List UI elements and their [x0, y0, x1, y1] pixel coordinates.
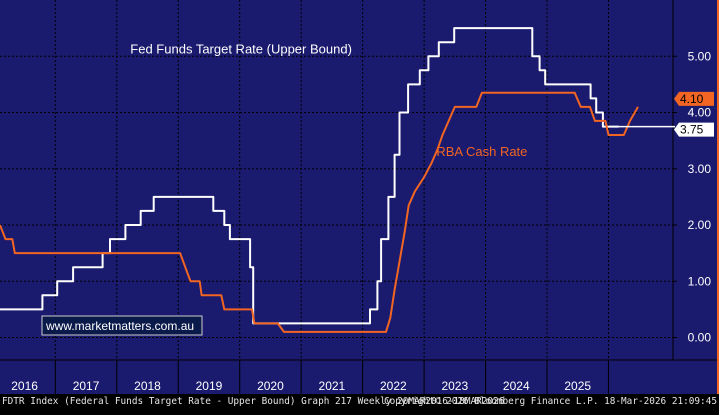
x-tick-label: 2023 — [441, 379, 468, 393]
x-tick-label: 2020 — [257, 379, 284, 393]
watermark-text: www.marketmatters.com.au — [45, 319, 194, 333]
x-tick-label: 2021 — [319, 379, 346, 393]
rba-last-value-tag: 4.10 — [674, 91, 714, 106]
right-edge-accent — [717, 0, 719, 394]
footer-left-text: FDTR Index (Federal Funds Target Rate - … — [2, 396, 505, 407]
value-tag-label: 3.75 — [680, 123, 704, 137]
y-tick-label: 1.00 — [688, 274, 712, 288]
x-tick-label: 2017 — [73, 379, 100, 393]
y-tick-label: 5.00 — [688, 49, 712, 63]
y-tick-label: 2.00 — [688, 218, 712, 232]
plot-background — [0, 0, 673, 360]
y-tick-label: 0.00 — [688, 331, 712, 345]
x-tick-label: 2025 — [564, 379, 591, 393]
y-axis-background — [673, 0, 719, 360]
y-tick-label: 3.00 — [688, 162, 712, 176]
value-tag-shape — [674, 91, 714, 106]
x-tick-label: 2019 — [196, 379, 223, 393]
rba-cash-rate-line — [0, 91, 639, 333]
x-tick-label: 2022 — [380, 379, 407, 393]
footer-bar: FDTR Index (Federal Funds Target Rate - … — [0, 394, 719, 410]
x-tick-label: 2024 — [503, 379, 530, 393]
y-tick-label: 4.00 — [688, 106, 712, 120]
rba-annotation: RBA Cash Rate — [436, 144, 527, 159]
x-axis-background — [0, 360, 719, 394]
fed-funds-annotation: Fed Funds Target Rate (Upper Bound) — [130, 41, 352, 56]
watermark-box — [41, 315, 203, 336]
value-tag-shape — [674, 122, 714, 137]
fed-funds-last-value-tag: 3.75 — [674, 122, 714, 137]
fed-funds-line — [0, 27, 619, 325]
x-tick-label: 2016 — [11, 379, 38, 393]
x-tick-label: 2018 — [134, 379, 161, 393]
footer-right-text: Copyright© 2026 Bloomberg Finance L.P. 1… — [383, 396, 717, 407]
value-tag-label: 4.10 — [680, 92, 704, 106]
